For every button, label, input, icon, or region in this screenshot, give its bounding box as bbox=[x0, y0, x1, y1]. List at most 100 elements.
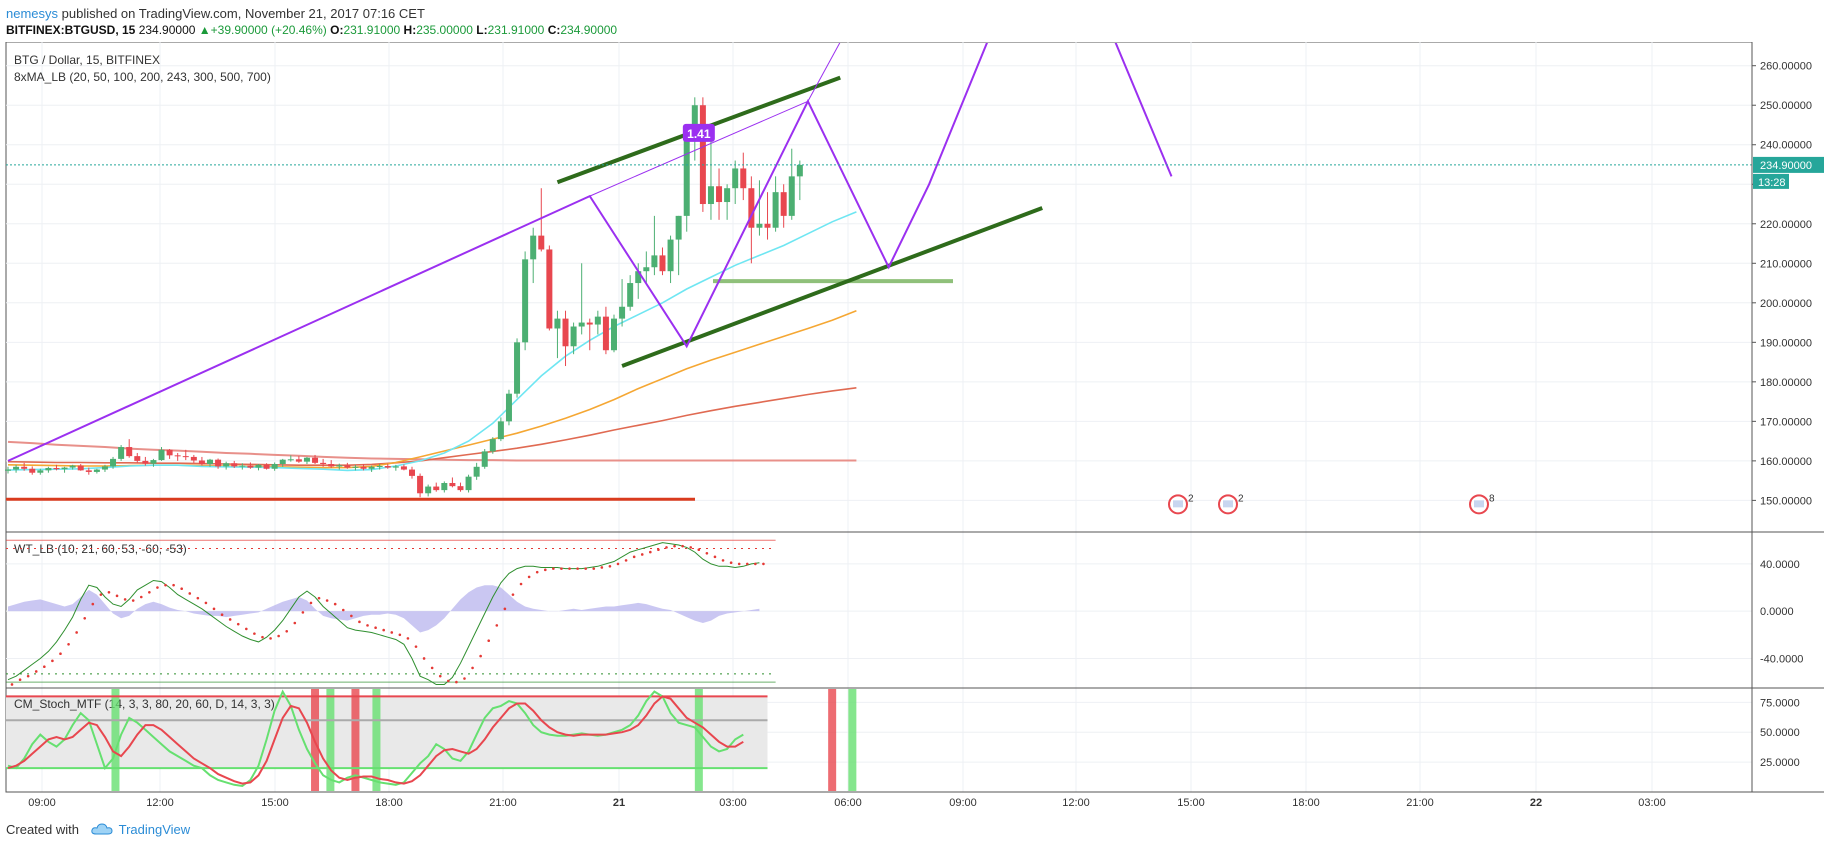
wt2-dot bbox=[713, 555, 717, 559]
wt2-dot bbox=[317, 596, 321, 600]
candle-body bbox=[570, 326, 577, 347]
ma-indicator-label: 8xMA_LB (20, 50, 100, 200, 243, 300, 500… bbox=[14, 70, 271, 84]
candle-body bbox=[409, 469, 415, 476]
candle-body bbox=[546, 249, 553, 329]
wt2-dot bbox=[245, 627, 248, 631]
candle-body bbox=[150, 460, 157, 464]
candle-body bbox=[392, 466, 399, 468]
wt2-dot bbox=[220, 613, 224, 617]
wt2-dot bbox=[560, 567, 563, 570]
chart-title: BTG / Dollar, 15, BITFINEX bbox=[14, 53, 160, 67]
tradingview-logo-link[interactable]: TradingView bbox=[118, 822, 191, 837]
wt2-dot bbox=[600, 566, 604, 569]
candle-body bbox=[400, 466, 407, 470]
last-price: 234.90000 bbox=[138, 23, 196, 37]
price-tick-label: 260.00000 bbox=[1760, 61, 1812, 73]
open-value: 231.91000 bbox=[343, 23, 401, 37]
price-tick-label: 190.00000 bbox=[1760, 337, 1812, 349]
candle-body bbox=[247, 465, 254, 468]
candle-body bbox=[732, 168, 739, 189]
candle-body bbox=[134, 456, 141, 461]
chart-canvas[interactable]: 150.00000 160.00000 170.00000 180.00000 190.… bbox=[0, 42, 1824, 812]
candle-body bbox=[77, 465, 84, 471]
candle-body bbox=[643, 267, 650, 272]
stoch-d-line bbox=[7, 695, 744, 785]
last-price-tag bbox=[1753, 156, 1824, 173]
author-link[interactable]: nemesys bbox=[6, 6, 59, 21]
wt2-dot bbox=[67, 642, 70, 646]
us-flag-event-icon-field bbox=[1223, 500, 1233, 508]
wt2-dot bbox=[59, 652, 62, 656]
candle-body bbox=[602, 316, 609, 351]
candle-body bbox=[166, 449, 173, 456]
channel-lower-line bbox=[621, 206, 1043, 368]
wt2-dot bbox=[301, 611, 305, 614]
candle-body bbox=[207, 459, 213, 465]
candle-body bbox=[489, 439, 496, 452]
time-tick-label: 15:00 bbox=[261, 797, 289, 809]
wt2-dot bbox=[10, 683, 14, 686]
candle-body bbox=[675, 215, 682, 240]
candle-body bbox=[198, 460, 205, 465]
wt2-dot bbox=[107, 590, 111, 594]
wt2-dot bbox=[172, 583, 175, 587]
price-tick-label: 150.00000 bbox=[1760, 495, 1812, 507]
wt-tick-label: 0.0000 bbox=[1760, 606, 1794, 618]
wt2-dot bbox=[681, 544, 684, 548]
stoch-indicator-label: CM_Stoch_MTF (14, 3, 3, 80, 20, 60, D, 1… bbox=[14, 697, 275, 711]
wt2-dot bbox=[91, 602, 95, 606]
wt2-dot bbox=[75, 631, 78, 634]
price-tick-label: 210.00000 bbox=[1760, 258, 1812, 270]
candle-body bbox=[457, 486, 464, 491]
candle-body bbox=[118, 447, 125, 459]
candle-body bbox=[29, 468, 36, 473]
wt2-dot bbox=[253, 632, 256, 635]
candle-body bbox=[295, 459, 302, 462]
candle-body bbox=[433, 486, 440, 491]
candle-body bbox=[594, 316, 601, 325]
price-tick-label: 160.00000 bbox=[1760, 456, 1812, 468]
candle-body bbox=[142, 460, 149, 464]
low-label: L: bbox=[476, 23, 488, 37]
publish-info: published on TradingView.com, November 2… bbox=[58, 6, 425, 21]
stoch-cross-down-bar bbox=[828, 689, 837, 791]
candle-body bbox=[69, 465, 76, 468]
stoch-tick-label: 25.0000 bbox=[1760, 757, 1800, 769]
wt2-dot bbox=[51, 659, 54, 663]
time-tick-label: 18:00 bbox=[1292, 797, 1320, 809]
stoch-tick-label: 75.0000 bbox=[1760, 697, 1800, 709]
candle-body bbox=[5, 469, 11, 471]
wt2-dot bbox=[584, 567, 587, 570]
candle-body bbox=[93, 469, 100, 472]
candle-body bbox=[417, 475, 424, 494]
wt2-dot bbox=[762, 562, 765, 566]
wt2-dot bbox=[358, 620, 361, 624]
wt1-line bbox=[7, 542, 760, 685]
wt2-dot bbox=[18, 678, 22, 682]
time-tick-label: 12:00 bbox=[1062, 797, 1090, 809]
candle-body bbox=[376, 466, 383, 468]
stoch-cross-up-bar bbox=[372, 689, 381, 791]
wt2-dot bbox=[568, 567, 571, 570]
candle-body bbox=[352, 466, 359, 468]
wt2-dot bbox=[745, 562, 749, 566]
low-value: 231.91000 bbox=[487, 23, 545, 37]
wt2-dot bbox=[463, 677, 466, 680]
wt2-dot bbox=[673, 544, 676, 548]
wt2-dot bbox=[438, 674, 442, 678]
stoch-cross-up-bar bbox=[326, 689, 335, 791]
wt2-dot bbox=[495, 624, 499, 627]
candle-body bbox=[344, 465, 351, 468]
wt2-dot bbox=[455, 680, 458, 684]
wt2-dot bbox=[754, 562, 757, 566]
wt2-dot bbox=[535, 570, 539, 574]
candle-body bbox=[699, 105, 706, 205]
candle-body bbox=[522, 259, 529, 343]
wt2-dot bbox=[406, 637, 410, 640]
candle-body bbox=[312, 457, 319, 463]
candle-body bbox=[586, 322, 593, 325]
wt2-dot bbox=[414, 645, 418, 648]
candle-body bbox=[497, 421, 504, 440]
candle-body bbox=[651, 255, 658, 268]
event-count-label: 8 bbox=[1489, 493, 1495, 504]
